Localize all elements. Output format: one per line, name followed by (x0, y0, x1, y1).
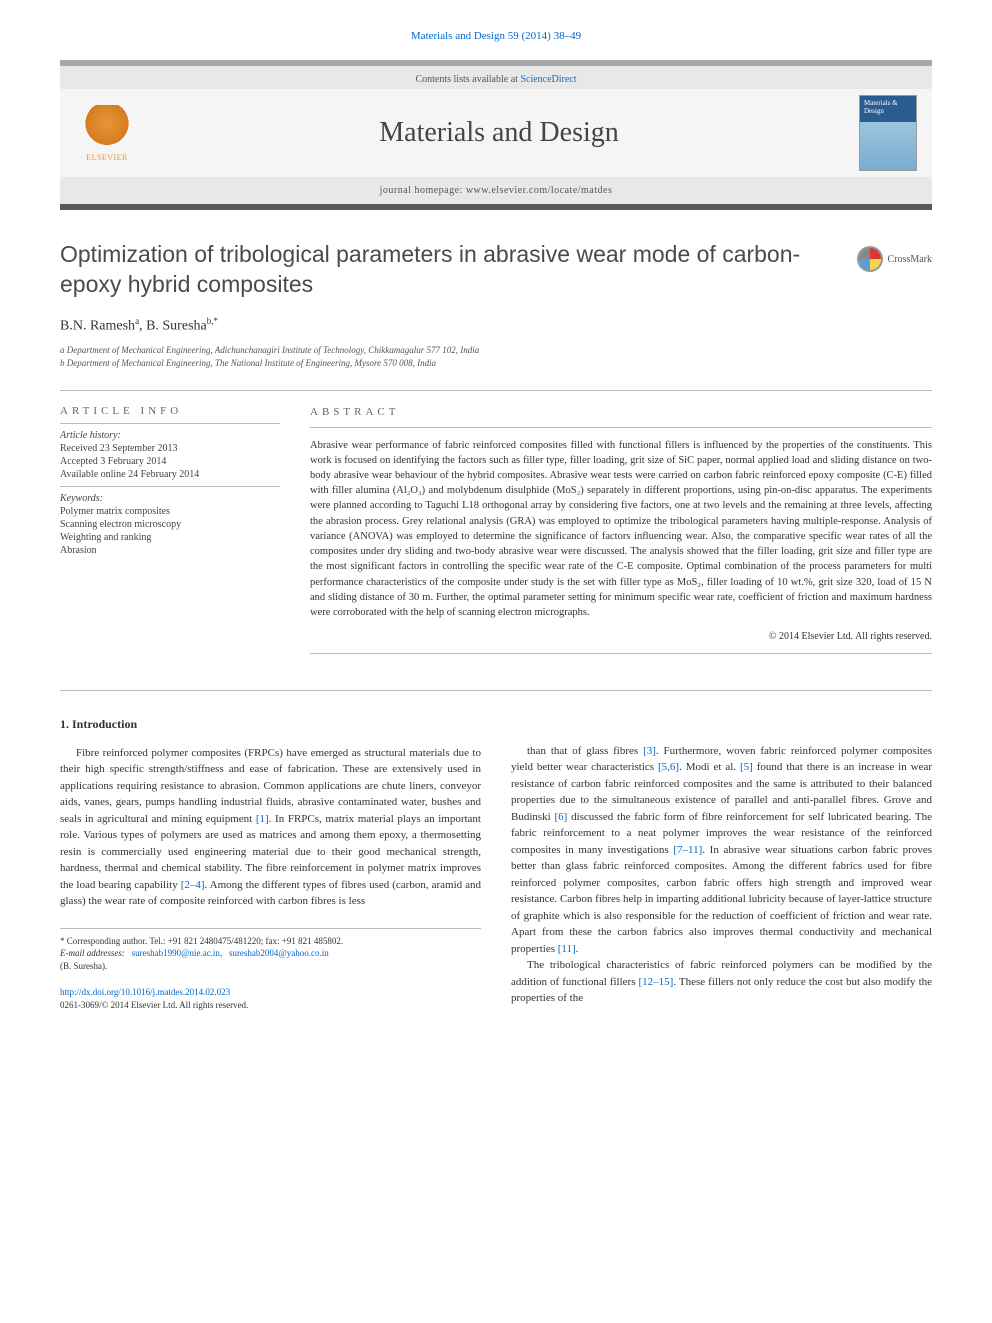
column-left: 1. Introduction Fibre reinforced polymer… (60, 715, 481, 1011)
author-2-aff: b,* (207, 316, 218, 326)
crossmark-badge[interactable]: CrossMark (857, 246, 932, 272)
ref-link[interactable]: [6] (555, 811, 568, 823)
issn-line: 0261-3069/© 2014 Elsevier Ltd. All right… (60, 1000, 248, 1010)
section-1-heading: 1. Introduction (60, 715, 481, 733)
ref-link[interactable]: [5,6] (658, 761, 679, 773)
email-name: (B. Suresha). (60, 960, 481, 973)
header-mid-row: ELSEVIER Materials and Design Materials … (60, 89, 932, 177)
email-label: E-mail addresses: (60, 948, 125, 958)
corr-author-line: * Corresponding author. Tel.: +91 821 24… (60, 935, 481, 948)
homepage-link[interactable]: www.elsevier.com/locate/matdes (466, 185, 613, 196)
crossmark-label: CrossMark (888, 254, 932, 265)
history-label: Article history: (60, 430, 280, 441)
ref-link[interactable]: [1] (256, 813, 269, 825)
author-2: B. Suresha (146, 318, 207, 333)
online-date: Available online 24 February 2014 (60, 469, 280, 480)
intro-para-1: Fibre reinforced polymer composites (FRP… (60, 745, 481, 910)
email-2[interactable]: sureshab2004@yahoo.co.in (229, 948, 329, 958)
affiliation-a: a Department of Mechanical Engineering, … (60, 344, 932, 357)
ref-link[interactable]: [3] (643, 745, 656, 757)
elsevier-label: ELSEVIER (86, 153, 128, 162)
article-info: ARTICLE INFO Article history: Received 2… (60, 405, 280, 654)
ref-link[interactable]: [11] (558, 943, 576, 955)
intro-col1-text: Fibre reinforced polymer composites (FRP… (60, 747, 481, 908)
affiliations: a Department of Mechanical Engineering, … (60, 344, 932, 369)
ref-link[interactable]: [2–4] (181, 879, 205, 891)
body-divider (60, 690, 932, 691)
affiliation-b: b Department of Mechanical Engineering, … (60, 357, 932, 370)
email-line: E-mail addresses: sureshab1990@nie.ac.in… (60, 947, 481, 960)
article-info-heading: ARTICLE INFO (60, 405, 280, 417)
ref-link[interactable]: [7–11] (673, 844, 702, 856)
journal-header: Contents lists available at ScienceDirec… (60, 60, 932, 210)
journal-name: Materials and Design (139, 117, 859, 149)
keyword-1: Polymer matrix composites (60, 506, 280, 517)
doi-link[interactable]: http://dx.doi.org/10.1016/j.matdes.2014.… (60, 987, 230, 997)
author-1: B.N. Ramesh (60, 318, 135, 333)
email-1[interactable]: sureshab1990@nie.ac.in (132, 948, 220, 958)
info-abstract-row: ARTICLE INFO Article history: Received 2… (60, 405, 932, 654)
header-contents-row: Contents lists available at ScienceDirec… (60, 66, 932, 89)
abstract-heading: ABSTRACT (310, 405, 932, 421)
keyword-3: Weighting and ranking (60, 532, 280, 543)
abstract-copyright: © 2014 Elsevier Ltd. All rights reserved… (310, 630, 932, 645)
received-date: Received 23 September 2013 (60, 443, 280, 454)
accepted-date: Accepted 3 February 2014 (60, 456, 280, 467)
crossmark-icon (857, 246, 883, 272)
keyword-4: Abrasion (60, 545, 280, 556)
elsevier-tree-icon (84, 105, 130, 151)
elsevier-logo: ELSEVIER (75, 97, 139, 169)
article-title: Optimization of tribological parameters … (60, 240, 837, 300)
authors-line: B.N. Ramesha, B. Sureshab,* (60, 316, 932, 335)
abstract-text: Abrasive wear performance of fabric rein… (310, 438, 932, 621)
keyword-2: Scanning electron microscopy (60, 519, 280, 530)
contents-prefix: Contents lists available at (415, 74, 520, 85)
title-row: Optimization of tribological parameters … (60, 240, 932, 300)
ref-link[interactable]: [12–15] (639, 976, 674, 988)
abstract: ABSTRACT Abrasive wear performance of fa… (310, 405, 932, 654)
journal-cover-thumbnail: Materials & Design (859, 95, 917, 171)
corresponding-author-footnote: * Corresponding author. Tel.: +91 821 24… (60, 928, 481, 973)
sciencedirect-link[interactable]: ScienceDirect (520, 74, 576, 85)
intro-para-3: The tribological characteristics of fabr… (511, 957, 932, 1007)
homepage-row: journal homepage: www.elsevier.com/locat… (60, 177, 932, 204)
column-right: than that of glass fibres [3]. Furthermo… (511, 715, 932, 1011)
intro-para-2: than that of glass fibres [3]. Furthermo… (511, 743, 932, 958)
cover-title-text: Materials & Design (864, 100, 916, 115)
doi-block: http://dx.doi.org/10.1016/j.matdes.2014.… (60, 986, 481, 1010)
citation-line: Materials and Design 59 (2014) 38–49 (60, 30, 932, 42)
divider (60, 390, 932, 391)
ref-link[interactable]: [5] (740, 761, 753, 773)
homepage-prefix: journal homepage: (380, 185, 466, 196)
keywords-label: Keywords: (60, 493, 280, 504)
author-1-aff: a (135, 316, 139, 326)
contents-available: Contents lists available at ScienceDirec… (75, 74, 917, 85)
body-two-column: 1. Introduction Fibre reinforced polymer… (60, 715, 932, 1011)
